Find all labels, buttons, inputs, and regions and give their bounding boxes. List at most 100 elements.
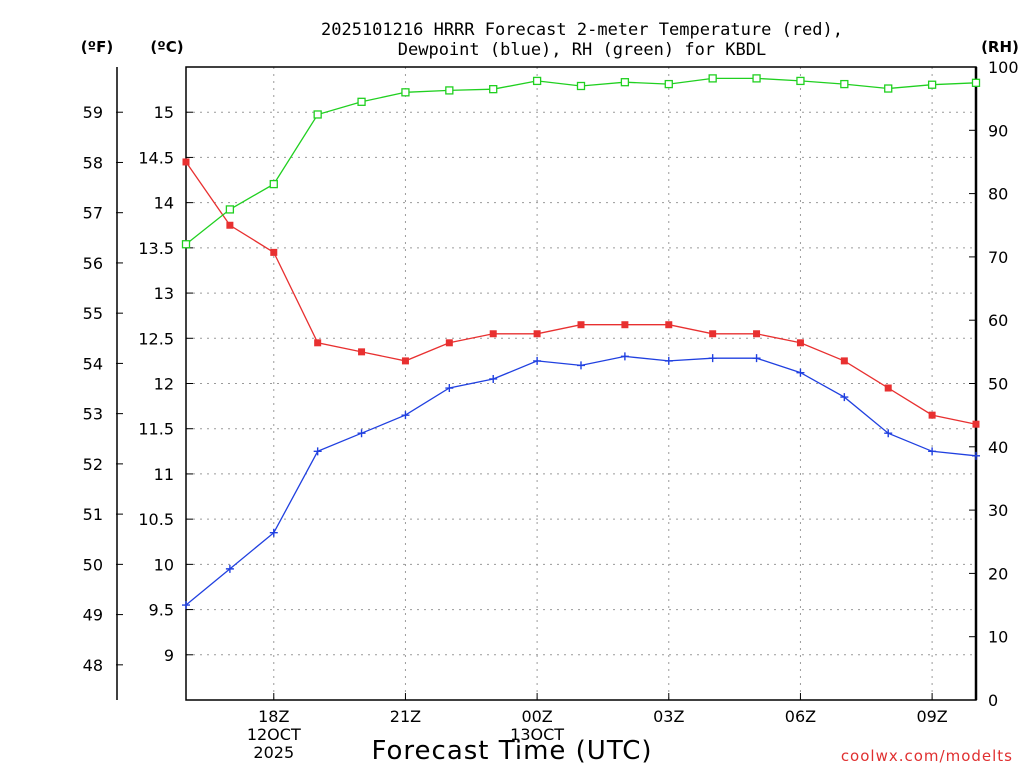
dewpoint-point — [664, 356, 673, 365]
rh-tick-label: 20 — [988, 564, 1008, 583]
rh-point — [532, 76, 542, 86]
fahrenheit-tick-label: 51 — [83, 505, 103, 524]
dewpoint-point — [577, 361, 585, 370]
rh-tick-label: 100 — [988, 58, 1019, 77]
celsius-tick-label: 11 — [154, 465, 174, 484]
rh-tick-label: 0 — [988, 691, 998, 710]
rh-point — [445, 86, 454, 95]
celsius-tick-label: 13 — [154, 284, 174, 303]
rh-tick-label: 50 — [988, 375, 1008, 394]
temperature-point — [621, 321, 629, 329]
temperature-point — [840, 357, 848, 365]
rh-point — [225, 205, 235, 214]
rh-unit-label: (RH) — [981, 38, 1019, 56]
celsius-tick-label: 15 — [154, 103, 174, 122]
fahrenheit-tick-label: 58 — [83, 153, 103, 172]
celsius-tick-label: 10 — [154, 555, 174, 574]
rh-point — [752, 74, 761, 83]
series-temperature — [182, 158, 980, 428]
celsius-unit-label: (ºC) — [150, 38, 183, 56]
x-tick-label: 18Z — [258, 707, 289, 726]
temperature-line — [185, 161, 977, 425]
temperature-point — [753, 330, 761, 338]
celsius-tick-label: 10.5 — [138, 510, 174, 529]
rh-point — [401, 88, 410, 97]
x-tick-label: 00Z — [521, 707, 552, 726]
temperature-point — [577, 321, 585, 329]
temperature-point — [314, 339, 322, 347]
celsius-tick-label: 12 — [154, 375, 174, 394]
dewpoint-point — [533, 356, 542, 365]
fahrenheit-tick-label: 53 — [83, 405, 103, 424]
temperature-point — [226, 221, 234, 229]
rh-point — [796, 76, 805, 86]
temperature-point — [445, 339, 453, 347]
dewpoint-point — [752, 354, 761, 363]
dewpoint-point — [840, 393, 849, 402]
rh-point — [708, 74, 717, 83]
temperature-point — [796, 339, 804, 347]
fahrenheit-tick-label: 50 — [83, 555, 103, 574]
rh-tick-label: 80 — [988, 185, 1008, 204]
temperature-point — [972, 420, 980, 428]
chart-title-line-1: 2025101216 HRRR Forecast 2-meter Tempera… — [321, 20, 843, 40]
series-dewpoint — [182, 352, 980, 610]
x-tick-label: 12OCT — [247, 725, 301, 744]
rh-point — [181, 240, 191, 249]
axes — [116, 66, 978, 701]
gridlines — [186, 67, 976, 700]
dewpoint-point — [401, 411, 410, 420]
celsius-tick-label: 13.5 — [138, 239, 174, 258]
celsius-tick-label: 11.5 — [138, 420, 174, 439]
fahrenheit-tick-label: 52 — [83, 455, 103, 474]
dewpoint-point — [182, 601, 190, 610]
rh-tick-label: 40 — [988, 438, 1008, 457]
temperature-point — [533, 330, 541, 338]
dewpoint-point — [357, 429, 366, 438]
celsius-tick-label: 9.5 — [149, 601, 174, 620]
dewpoint-point — [313, 447, 322, 456]
rh-point — [269, 179, 278, 189]
series-rh — [181, 74, 981, 249]
rh-point — [840, 79, 849, 89]
temperature-point — [884, 384, 892, 392]
rh-point — [576, 81, 586, 91]
celsius-tick-label: 14.5 — [138, 148, 174, 167]
fahrenheit-tick-label: 48 — [83, 656, 103, 675]
celsius-tick-label: 9 — [164, 646, 174, 665]
dewpoint-point — [708, 354, 717, 363]
temperature-point — [709, 330, 717, 338]
temperature-point — [182, 158, 190, 166]
dewpoint-point — [620, 352, 629, 361]
dewpoint-point — [489, 374, 498, 383]
temperature-point — [489, 330, 497, 338]
rh-point — [664, 79, 673, 89]
data-series — [181, 74, 981, 610]
x-tick-label: 06Z — [785, 707, 816, 726]
plot-frame — [185, 66, 977, 701]
rh-point — [357, 97, 366, 106]
celsius-tick-label: 14 — [154, 194, 174, 213]
dewpoint-point — [269, 528, 278, 537]
rh-tick-label: 30 — [988, 501, 1008, 520]
chart-title-line-2: Dewpoint (blue), RH (green) for KBDL — [398, 40, 766, 60]
temperature-point — [270, 248, 278, 256]
dewpoint-point — [445, 384, 454, 393]
dewpoint-point — [972, 451, 980, 460]
credit-link[interactable]: coolwx.com/modelts — [841, 747, 1013, 765]
rh-tick-label: 10 — [988, 628, 1008, 647]
tick-labels: 9 9.5 10 10.5 11 11.5 12 12.5 13 13.5 14 14.5 15 48 49… — [83, 58, 1019, 762]
fahrenheit-tick-label: 49 — [83, 606, 103, 625]
dewpoint-point — [796, 368, 805, 377]
fahrenheit-unit-label: (ºF) — [81, 38, 113, 56]
celsius-tick-label: 12.5 — [138, 329, 174, 348]
fahrenheit-tick-label: 57 — [83, 204, 103, 223]
temperature-point — [665, 321, 673, 329]
x-tick-label: 21Z — [390, 707, 421, 726]
rh-point — [884, 84, 893, 93]
dewpoint-line — [185, 355, 977, 606]
fahrenheit-tick-label: 59 — [83, 103, 103, 122]
x-tick-label: 03Z — [653, 707, 684, 726]
temperature-point — [401, 357, 409, 365]
